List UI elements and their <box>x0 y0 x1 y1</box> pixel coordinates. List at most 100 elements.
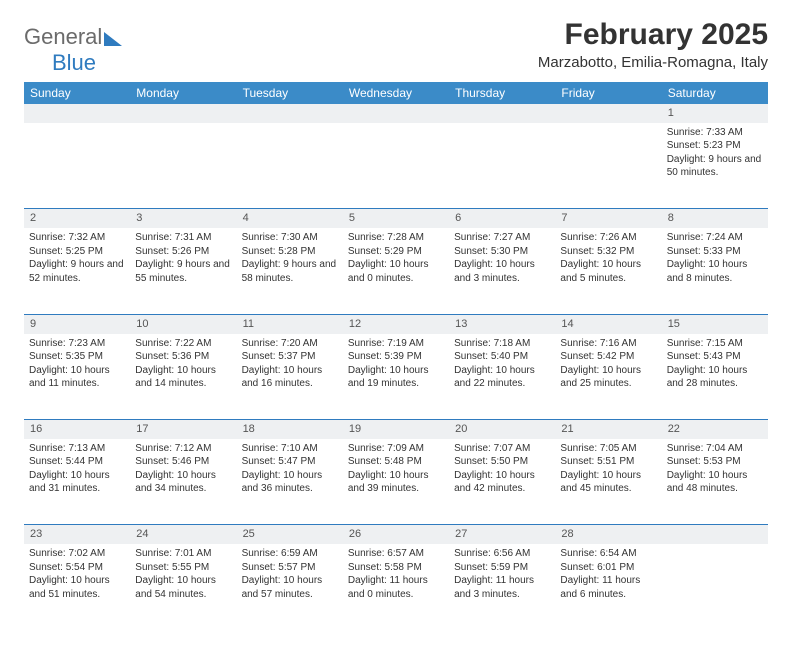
day-info-line: Sunset: 5:29 PM <box>348 245 444 259</box>
day-number: 23 <box>24 525 130 544</box>
day-info-line: Sunset: 5:53 PM <box>667 455 763 469</box>
day-number: 11 <box>237 314 343 333</box>
day-number: 21 <box>555 420 661 439</box>
day-info-line: Sunset: 5:58 PM <box>348 561 444 575</box>
day-info-line: Sunset: 5:44 PM <box>29 455 125 469</box>
day-cell <box>449 123 555 209</box>
day-info-line: Sunrise: 7:20 AM <box>242 337 338 351</box>
day-cell: Sunrise: 7:10 AMSunset: 5:47 PMDaylight:… <box>237 439 343 525</box>
day-cell: Sunrise: 7:33 AMSunset: 5:23 PMDaylight:… <box>662 123 768 209</box>
day-number: 10 <box>130 314 236 333</box>
day-number: 27 <box>449 525 555 544</box>
day-info-line: Sunset: 5:39 PM <box>348 350 444 364</box>
day-cell: Sunrise: 7:09 AMSunset: 5:48 PMDaylight:… <box>343 439 449 525</box>
calendar-table: SundayMondayTuesdayWednesdayThursdayFrid… <box>24 82 768 630</box>
day-info-line: Sunrise: 6:56 AM <box>454 547 550 561</box>
day-info-line: Daylight: 10 hours and 48 minutes. <box>667 469 763 496</box>
day-info-line: Daylight: 10 hours and 28 minutes. <box>667 364 763 391</box>
day-info-line: Sunrise: 7:33 AM <box>667 126 763 140</box>
day-number: 12 <box>343 314 449 333</box>
day-cell: Sunrise: 7:15 AMSunset: 5:43 PMDaylight:… <box>662 334 768 420</box>
day-info-line: Daylight: 9 hours and 55 minutes. <box>135 258 231 285</box>
calendar-page: GeneralBlue February 2025 Marzabotto, Em… <box>0 0 792 648</box>
day-info-line: Sunrise: 7:04 AM <box>667 442 763 456</box>
day-info-line: Daylight: 11 hours and 6 minutes. <box>560 574 656 601</box>
page-header: GeneralBlue February 2025 Marzabotto, Em… <box>24 18 768 76</box>
day-info-line: Sunrise: 7:22 AM <box>135 337 231 351</box>
day-cell: Sunrise: 7:18 AMSunset: 5:40 PMDaylight:… <box>449 334 555 420</box>
day-cell <box>24 123 130 209</box>
day-info-line: Daylight: 10 hours and 3 minutes. <box>454 258 550 285</box>
day-cell: Sunrise: 7:05 AMSunset: 5:51 PMDaylight:… <box>555 439 661 525</box>
day-info-line: Sunrise: 7:30 AM <box>242 231 338 245</box>
day-info-line: Daylight: 10 hours and 19 minutes. <box>348 364 444 391</box>
day-cell: Sunrise: 7:26 AMSunset: 5:32 PMDaylight:… <box>555 228 661 314</box>
day-info-line: Sunrise: 7:23 AM <box>29 337 125 351</box>
day-info-line: Sunset: 5:37 PM <box>242 350 338 364</box>
day-info-line: Sunrise: 7:15 AM <box>667 337 763 351</box>
day-content-row: Sunrise: 7:33 AMSunset: 5:23 PMDaylight:… <box>24 123 768 209</box>
day-cell: Sunrise: 7:32 AMSunset: 5:25 PMDaylight:… <box>24 228 130 314</box>
day-number: 9 <box>24 314 130 333</box>
day-info-line: Sunset: 5:23 PM <box>667 139 763 153</box>
day-cell <box>237 123 343 209</box>
day-info-line: Sunset: 5:57 PM <box>242 561 338 575</box>
day-header: Tuesday <box>237 82 343 104</box>
day-cell: Sunrise: 6:57 AMSunset: 5:58 PMDaylight:… <box>343 544 449 630</box>
day-number-row: 16171819202122 <box>24 420 768 439</box>
day-cell: Sunrise: 7:07 AMSunset: 5:50 PMDaylight:… <box>449 439 555 525</box>
day-cell <box>662 544 768 630</box>
day-number <box>24 104 130 123</box>
day-number-row: 232425262728 <box>24 525 768 544</box>
day-info-line: Daylight: 10 hours and 57 minutes. <box>242 574 338 601</box>
day-number: 4 <box>237 209 343 228</box>
day-info-line: Sunset: 5:35 PM <box>29 350 125 364</box>
day-number: 5 <box>343 209 449 228</box>
day-info-line: Sunrise: 7:07 AM <box>454 442 550 456</box>
day-header: Monday <box>130 82 236 104</box>
day-cell: Sunrise: 6:56 AMSunset: 5:59 PMDaylight:… <box>449 544 555 630</box>
day-info-line: Sunrise: 7:32 AM <box>29 231 125 245</box>
day-info-line: Daylight: 10 hours and 11 minutes. <box>29 364 125 391</box>
page-subtitle: Marzabotto, Emilia-Romagna, Italy <box>538 54 768 71</box>
day-info-line: Daylight: 10 hours and 31 minutes. <box>29 469 125 496</box>
day-info-line: Daylight: 10 hours and 14 minutes. <box>135 364 231 391</box>
day-info-line: Daylight: 10 hours and 34 minutes. <box>135 469 231 496</box>
day-number: 17 <box>130 420 236 439</box>
day-cell: Sunrise: 7:01 AMSunset: 5:55 PMDaylight:… <box>130 544 236 630</box>
day-info-line: Daylight: 10 hours and 25 minutes. <box>560 364 656 391</box>
day-header: Sunday <box>24 82 130 104</box>
day-cell: Sunrise: 7:13 AMSunset: 5:44 PMDaylight:… <box>24 439 130 525</box>
day-number-row: 1 <box>24 104 768 123</box>
day-cell: Sunrise: 7:16 AMSunset: 5:42 PMDaylight:… <box>555 334 661 420</box>
day-info-line: Daylight: 11 hours and 3 minutes. <box>454 574 550 601</box>
day-info-line: Sunrise: 7:24 AM <box>667 231 763 245</box>
page-title: February 2025 <box>538 18 768 52</box>
day-cell: Sunrise: 7:30 AMSunset: 5:28 PMDaylight:… <box>237 228 343 314</box>
day-number: 22 <box>662 420 768 439</box>
day-cell: Sunrise: 7:31 AMSunset: 5:26 PMDaylight:… <box>130 228 236 314</box>
day-header-row: SundayMondayTuesdayWednesdayThursdayFrid… <box>24 82 768 104</box>
day-info-line: Daylight: 9 hours and 52 minutes. <box>29 258 125 285</box>
day-info-line: Sunrise: 7:13 AM <box>29 442 125 456</box>
day-number: 25 <box>237 525 343 544</box>
day-info-line: Sunrise: 7:01 AM <box>135 547 231 561</box>
day-info-line: Sunrise: 7:10 AM <box>242 442 338 456</box>
day-info-line: Sunrise: 7:09 AM <box>348 442 444 456</box>
day-info-line: Sunset: 5:30 PM <box>454 245 550 259</box>
day-info-line: Daylight: 10 hours and 36 minutes. <box>242 469 338 496</box>
day-number: 28 <box>555 525 661 544</box>
day-info-line: Daylight: 10 hours and 0 minutes. <box>348 258 444 285</box>
day-number <box>449 104 555 123</box>
day-info-line: Sunset: 5:26 PM <box>135 245 231 259</box>
day-header: Saturday <box>662 82 768 104</box>
day-info-line: Sunrise: 7:05 AM <box>560 442 656 456</box>
day-info-line: Sunset: 5:43 PM <box>667 350 763 364</box>
day-cell: Sunrise: 7:24 AMSunset: 5:33 PMDaylight:… <box>662 228 768 314</box>
day-info-line: Sunset: 6:01 PM <box>560 561 656 575</box>
day-info-line: Sunrise: 7:26 AM <box>560 231 656 245</box>
day-number: 13 <box>449 314 555 333</box>
day-cell: Sunrise: 7:23 AMSunset: 5:35 PMDaylight:… <box>24 334 130 420</box>
day-info-line: Sunset: 5:50 PM <box>454 455 550 469</box>
day-info-line: Sunrise: 7:27 AM <box>454 231 550 245</box>
